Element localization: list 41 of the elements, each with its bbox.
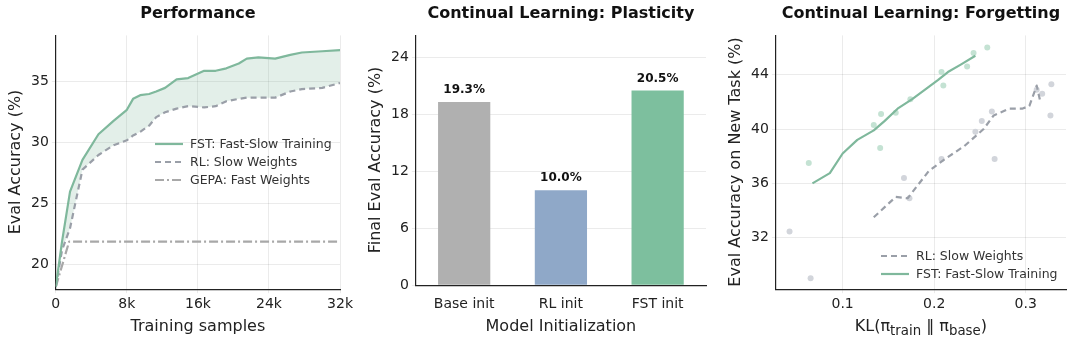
y-tick-label: 40: [750, 119, 769, 136]
x-tick-label: FST init: [631, 295, 685, 312]
x-tick-label: 0: [51, 295, 61, 312]
y-axis-title: Eval Accuracy on New Task (%): [724, 37, 744, 287]
chart-title: Continual Learning: Forgetting: [781, 3, 1061, 22]
x-tick-label: 16k: [184, 295, 212, 312]
x-axis-title: Model Initialization: [485, 316, 637, 335]
x-tick-label: 0.1: [831, 295, 854, 312]
y-tick-label: 36: [750, 173, 769, 190]
y-tick-label: 0: [399, 275, 409, 292]
legend-label: FST: Fast-Slow Training: [190, 135, 332, 154]
x-tick-label: RL init: [538, 295, 584, 312]
chart-title: Performance: [140, 3, 256, 22]
x-tick-label: 32k: [327, 295, 354, 312]
x-tick-label: Base init: [433, 295, 496, 312]
y-tick-label: 25: [30, 194, 49, 211]
y-tick-label: 12: [390, 161, 409, 178]
legend-label: FST: Fast-Slow Training: [916, 265, 1058, 284]
data-label: 20.5%: [636, 70, 679, 85]
x-axis-title: KL(π$_{train}$ ‖ π$_{base}$): [854, 316, 987, 339]
y-tick-label: 30: [30, 133, 49, 150]
y-axis-title: Final Eval Accuracy (%): [364, 66, 384, 254]
data-label: 19.3%: [443, 82, 485, 97]
x-axis-title: Training samples: [130, 316, 266, 335]
y-tick-label: 18: [390, 104, 409, 121]
x-tick-label: 0.3: [1014, 295, 1037, 312]
y-tick-label: 24: [390, 47, 409, 64]
legend-label: GEPA: Fast Weights: [190, 171, 311, 190]
chart-title: Continual Learning: Plasticity: [427, 3, 695, 22]
x-tick-label: 24k: [256, 295, 283, 312]
y-tick-label: 35: [30, 72, 49, 89]
x-tick-label: 0.2: [923, 295, 946, 312]
legend-label: RL: Slow Weights: [916, 247, 1024, 266]
y-axis-title: Eval Accuracy (%): [4, 89, 24, 235]
y-tick-label: 6: [399, 218, 409, 235]
y-tick-label: 20: [30, 255, 49, 272]
y-tick-label: 32: [750, 228, 769, 245]
data-label: 10.0%: [540, 170, 582, 185]
legend-label: RL: Slow Weights: [190, 153, 298, 172]
y-tick-label: 44: [750, 65, 769, 82]
x-tick-label: 8k: [118, 295, 137, 312]
